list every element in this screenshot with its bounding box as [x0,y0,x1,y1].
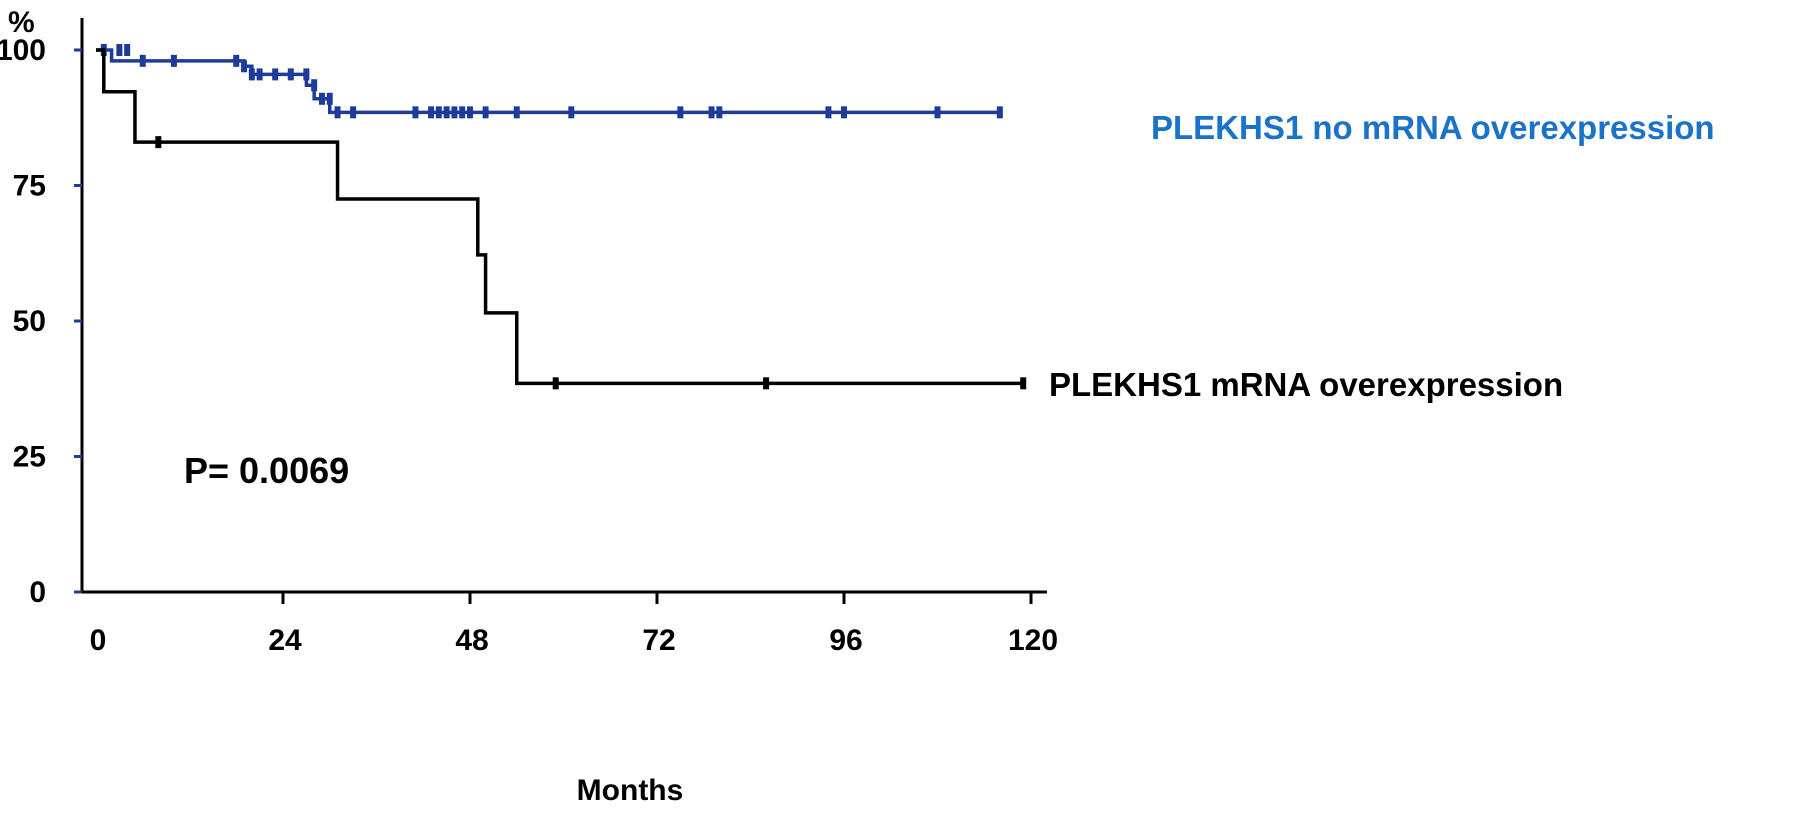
x-tick-label: 120 [1008,624,1058,657]
censor-mark-0 [256,68,263,81]
x-tick-label: 24 [268,624,302,657]
censor-mark-0 [825,106,832,119]
censor-mark-0 [459,106,466,119]
censor-mark-0 [170,54,177,67]
censor-mark-0 [241,60,248,73]
censor-mark-0 [708,106,715,119]
censor-mark-0 [139,54,146,67]
x-tick-label: 72 [642,624,675,657]
censor-mark-0 [116,44,123,56]
censor-mark-0 [334,106,341,119]
censor-mark-0 [716,106,723,119]
censor-mark-0 [412,106,419,119]
censor-mark-0 [677,106,684,119]
censor-mark-0 [303,68,310,81]
series-label-no-overexpression: PLEKHS1 no mRNA overexpression [1151,109,1715,146]
series-label-overexpression: PLEKHS1 mRNA overexpression [1049,366,1563,403]
x-tick-label: 48 [455,624,488,657]
y-tick-label: 0 [29,576,46,609]
censor-mark-0 [248,68,255,81]
censor-mark-0 [568,106,575,119]
censor-mark-0 [934,106,941,119]
censor-mark-0 [311,79,318,92]
x-tick-label: 96 [829,624,862,657]
x-axis-title: Months [577,774,684,807]
censor-mark-1 [763,377,770,390]
censor-mark-0 [272,68,279,81]
censor-mark-0 [467,106,473,119]
censor-mark-1 [552,377,559,390]
y-tick-label: 50 [13,305,46,338]
censor-mark-0 [318,92,325,105]
censor-mark-0 [287,68,294,81]
axes [80,18,1047,594]
censor-mark-0 [996,106,1003,119]
censor-mark-0 [428,106,435,119]
censor-mark-0 [233,54,240,67]
censor-mark-0 [513,106,520,119]
censor-mark-0 [124,44,131,56]
censor-mark-0 [435,106,442,119]
censor-mark-0 [326,92,333,105]
y-tick-label: 25 [13,441,46,474]
censor-mark-1 [1020,377,1027,390]
x-ticks: 0 24 48 72 96 120 [90,592,1058,657]
x-tick-label: 0 [90,624,107,657]
censor-mark-0 [451,106,458,119]
y-ticks: 0 25 50 75 100 [0,34,82,609]
y-tick-label: 100 [0,34,46,67]
censor-mark-0 [841,106,847,119]
series-layer [96,44,1027,390]
censor-mark-1 [155,136,162,149]
censor-mark-0 [350,106,357,119]
p-value-annotation: P= 0.0069 [184,450,349,491]
series-line-1 [96,48,1024,386]
series-line-0 [96,48,1000,115]
y-axis-unit: % [8,6,35,39]
censor-mark-0 [482,106,489,119]
censor-mark-0 [443,106,450,119]
y-tick-label: 75 [13,170,46,203]
